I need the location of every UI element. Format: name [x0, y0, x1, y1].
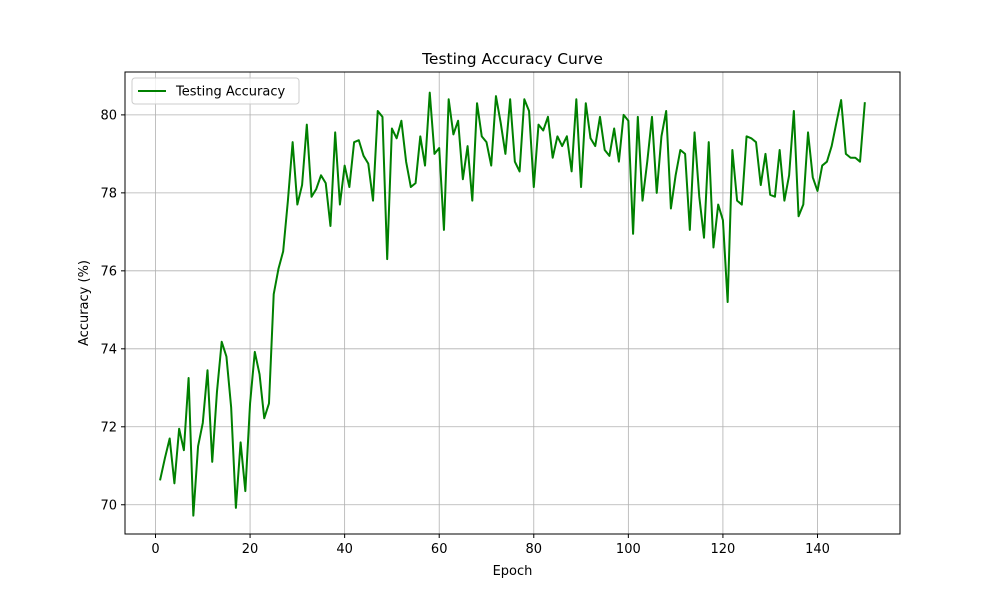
y-tick-label: 74	[100, 342, 117, 357]
plot-area	[125, 72, 900, 534]
grid-lines	[125, 72, 900, 534]
x-tick-label: 60	[431, 542, 448, 557]
y-tick-label: 80	[100, 108, 117, 123]
x-tick-label: 40	[336, 542, 353, 557]
x-axis: 0 20 40 60 80 100 120 140	[151, 534, 830, 557]
legend: Testing Accuracy	[131, 77, 300, 105]
plot-frame	[124, 71, 901, 535]
series-lines	[159, 91, 866, 517]
y-axis-label: Accuracy (%)	[77, 260, 92, 346]
y-tick-label: 76	[100, 264, 117, 279]
legend-box	[131, 77, 300, 105]
x-tick-label: 120	[711, 542, 736, 557]
x-tick-label: 140	[805, 542, 830, 557]
y-tick-label: 72	[100, 420, 117, 435]
x-tick-label: 20	[242, 542, 259, 557]
y-axis: 70 72 74 76 78 80	[100, 108, 125, 513]
series-line-testing-accuracy	[159, 91, 866, 517]
x-tick-label: 80	[526, 542, 543, 557]
y-tick-label: 78	[100, 186, 117, 201]
chart-title: Testing Accuracy Curve	[421, 50, 603, 68]
y-tick-label: 70	[100, 498, 117, 513]
x-axis-label: Epoch	[493, 564, 533, 579]
legend-label: Testing Accuracy	[175, 85, 285, 100]
x-tick-label: 100	[616, 542, 641, 557]
x-tick-label: 0	[151, 542, 159, 557]
